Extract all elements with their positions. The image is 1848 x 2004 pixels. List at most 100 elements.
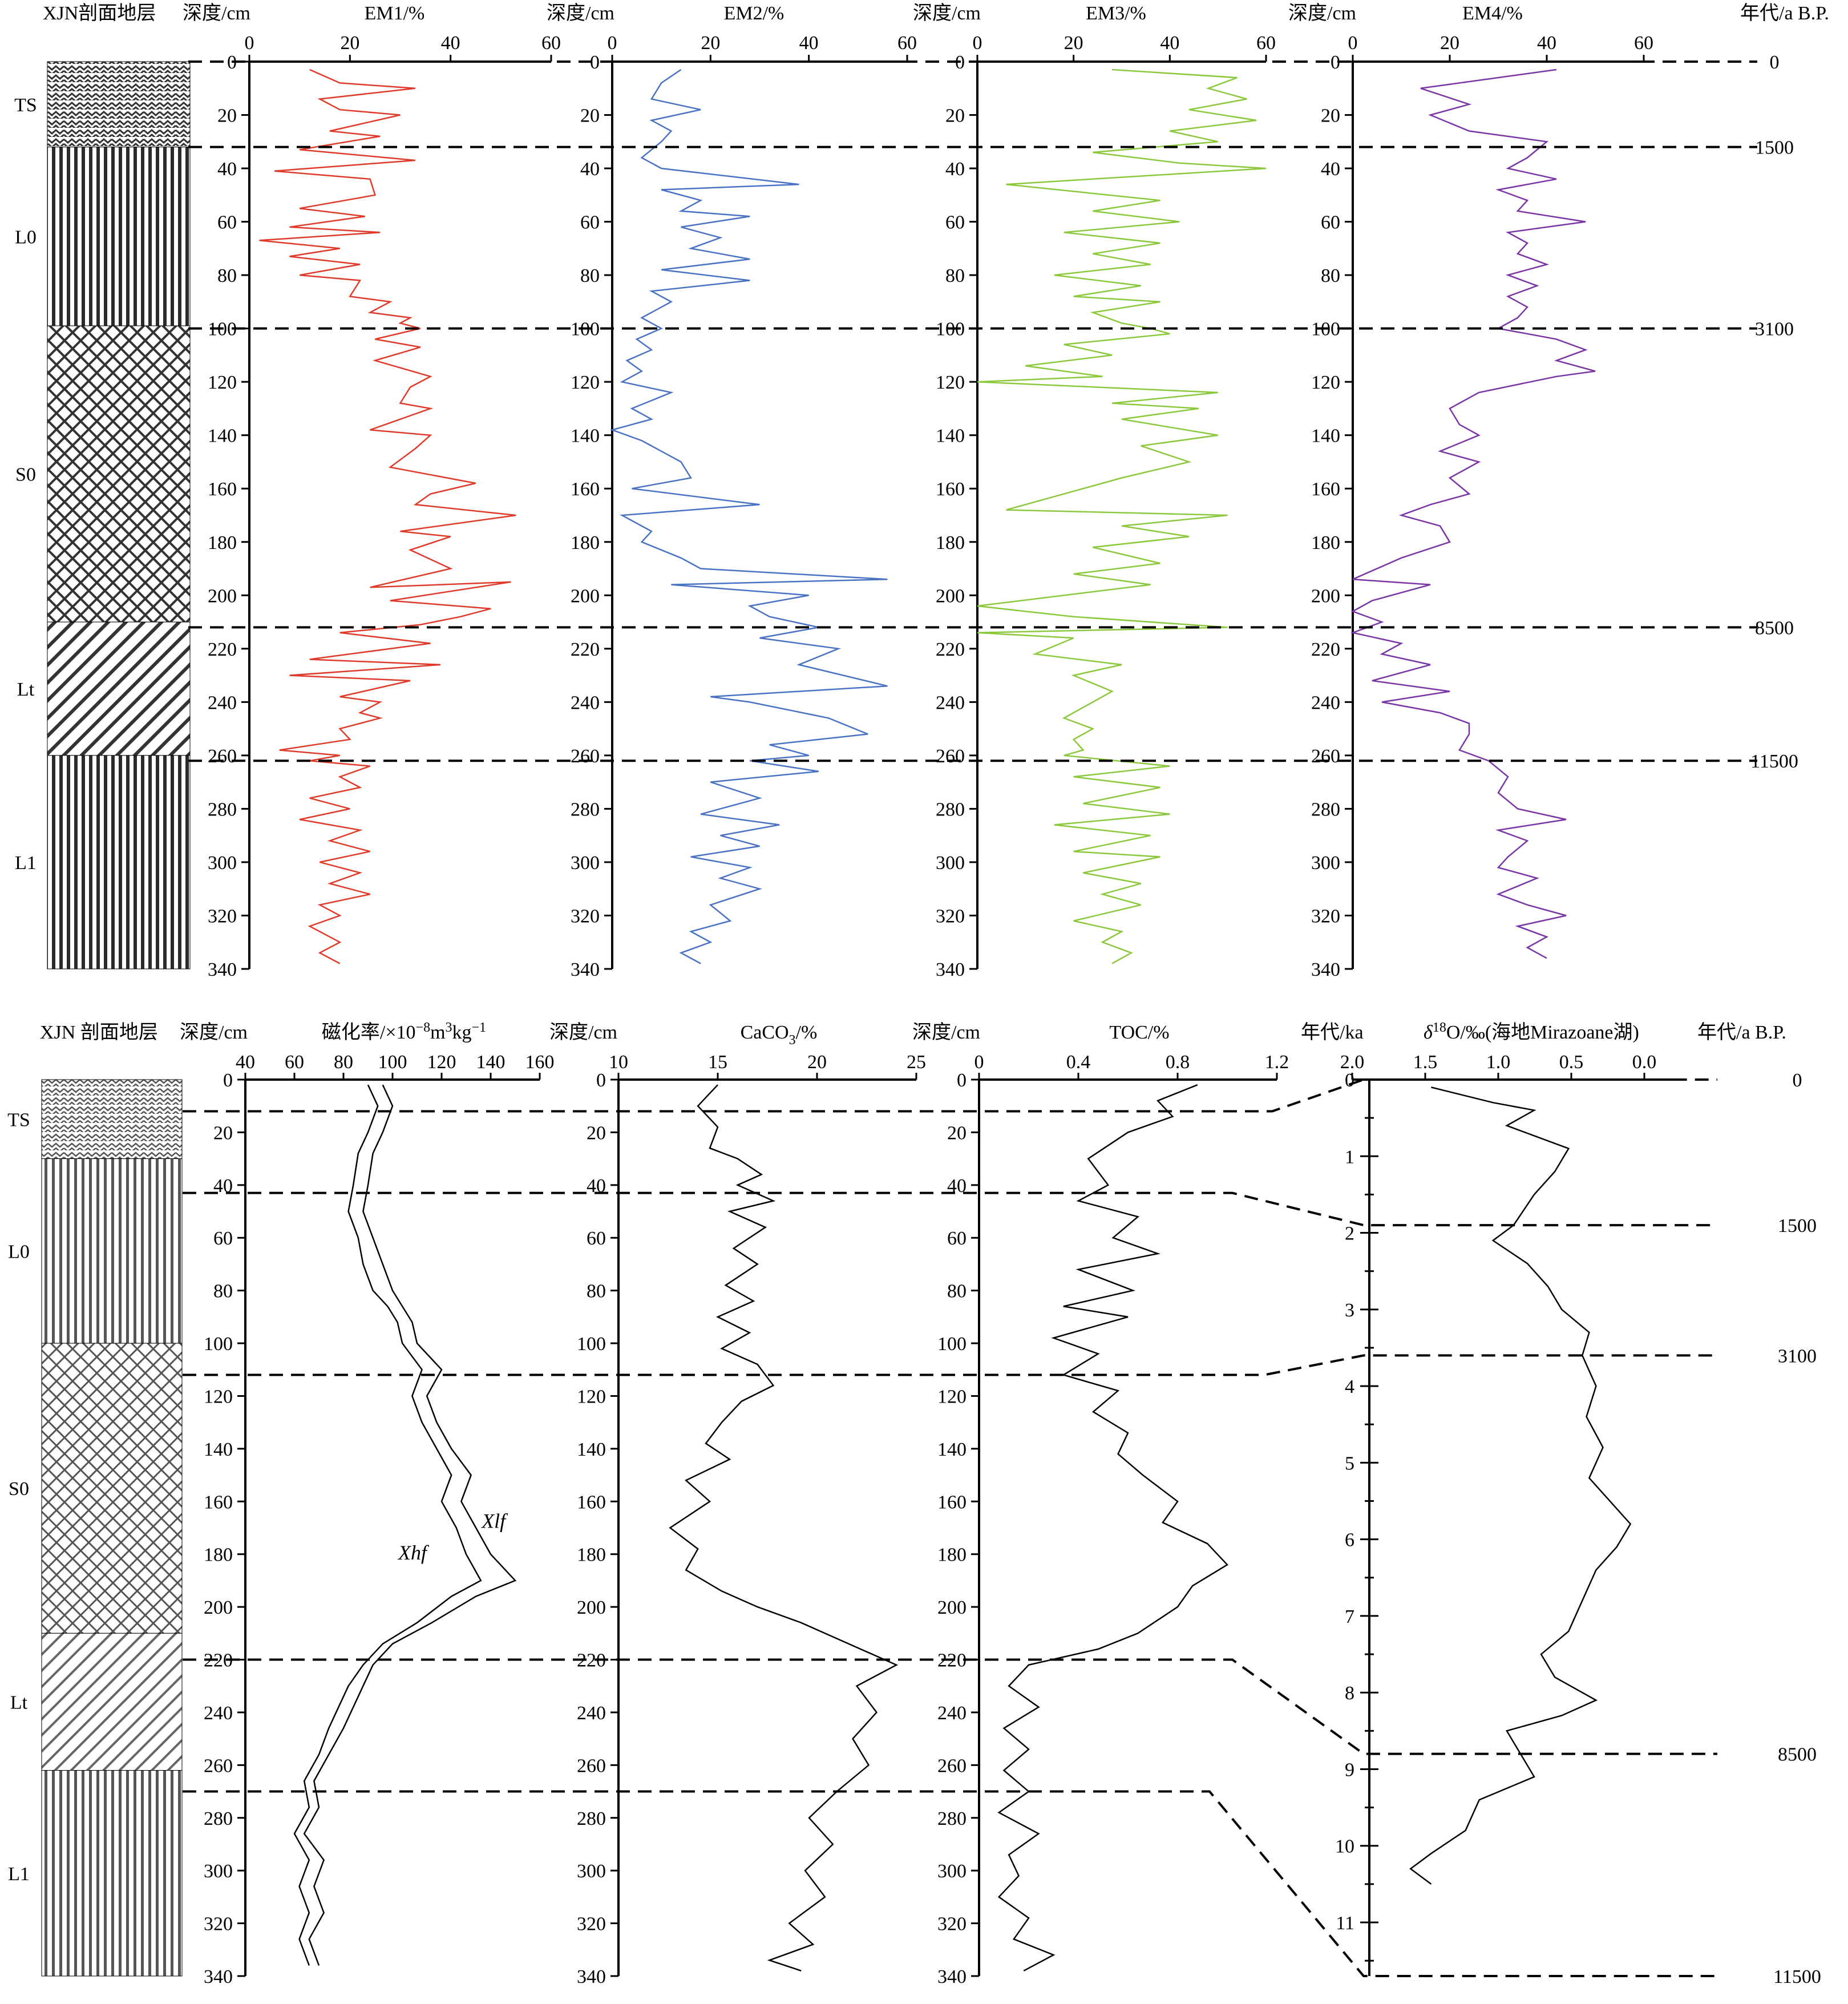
y-tick-label: 5 — [1345, 1453, 1354, 1474]
x-axis-title-sup: 18 — [1433, 1020, 1446, 1035]
top-layer-ts — [47, 61, 191, 148]
y-tick-label: 180 — [577, 1545, 606, 1566]
x-tick-label: 40 — [441, 33, 460, 54]
y-tick-label: 40 — [945, 159, 965, 180]
boundary-age-label: 11500 — [1773, 1966, 1821, 1987]
top-layer-label-lt: Lt — [17, 679, 35, 700]
x-tick-label: 60 — [285, 1052, 304, 1073]
x-tick-label: 40 — [236, 1052, 255, 1073]
y-tick-label: 3 — [1345, 1300, 1354, 1321]
x-tick-label: 0.8 — [1166, 1052, 1190, 1073]
y-tick-label: 300 — [204, 1861, 233, 1882]
boundary-age-label: 3100 — [1755, 319, 1794, 340]
x-tick-label: 40 — [1537, 33, 1556, 54]
x-tick-label: 1.2 — [1265, 1052, 1289, 1073]
top-track-4: 深度/cm EM4/%0 20 40 6002040608010012014016018… — [1288, 2, 1653, 980]
bottom-layer-label-s0: S0 — [9, 1478, 29, 1500]
x-axis-title-part: δ — [1424, 1022, 1433, 1043]
y-tick-label: 4 — [1345, 1376, 1354, 1397]
y-tick-label: 240 — [937, 1703, 967, 1724]
bottom-layer-label-lt: Lt — [10, 1692, 28, 1713]
top-track-2: 深度/cm EM2/%0 20 40 6002040608010012014016018… — [547, 2, 917, 980]
x-tick-label: 60 — [541, 33, 561, 54]
bottom-layer-label-l1: L1 — [8, 1864, 30, 1885]
x-tick-label: 10 — [609, 1052, 628, 1073]
y-tick-label: 320 — [1311, 906, 1340, 927]
depth-label: 深度/cm — [549, 1021, 617, 1043]
y-tick-label: 180 — [208, 532, 237, 553]
x-tick-label: 40 — [799, 33, 819, 54]
depth-label: 深度/cm — [180, 1021, 248, 1043]
y-tick-label: 120 — [571, 372, 600, 393]
series-line — [997, 1084, 1228, 1971]
y-tick-label: 320 — [571, 906, 600, 927]
y-tick-label: 200 — [204, 1597, 233, 1618]
y-tick-label: 8 — [1345, 1683, 1354, 1704]
y-tick-label: 7 — [1345, 1606, 1354, 1627]
x-axis-title: EM1/% — [365, 3, 425, 24]
y-tick-label: 180 — [571, 532, 600, 553]
depth-label: 深度/cm — [912, 1021, 980, 1043]
x-tick-label: 40 — [1160, 33, 1179, 54]
x-axis-title-sup: −8 — [416, 1020, 431, 1035]
boundary-age-label: 11500 — [1750, 751, 1798, 772]
y-tick-label: 60 — [580, 212, 600, 233]
series-line — [303, 1084, 517, 1966]
y-tick-label: 340 — [1311, 959, 1340, 980]
y-tick-label: 300 — [936, 852, 965, 874]
y-tick-label: 20 — [947, 1122, 967, 1144]
top-layer-label-ts: TS — [14, 95, 37, 116]
y-tick-label: 140 — [936, 426, 965, 447]
x-axis-title: 磁化率/×10−8m3kg−1 — [322, 1020, 486, 1043]
y-tick-label: 60 — [1321, 212, 1340, 233]
y-tick-label: 280 — [204, 1808, 233, 1829]
y-tick-label: 0 — [957, 1070, 967, 1091]
y-tick-label: 200 — [577, 1597, 606, 1618]
x-tick-label: 0.0 — [1632, 1052, 1657, 1073]
y-tick-label: 20 — [1321, 106, 1340, 127]
y-tick-label: 80 — [213, 1281, 233, 1302]
x-tick-label: 0 — [974, 1052, 984, 1073]
top-layer-label-l0: L0 — [15, 227, 37, 248]
boundary-age-label: 3100 — [1778, 1346, 1817, 1367]
y-tick-label: 180 — [936, 532, 965, 553]
y-tick-label: 60 — [217, 212, 237, 233]
y-tick-label: 40 — [217, 159, 237, 180]
y-tick-label: 0 — [1345, 1070, 1354, 1091]
boundary-age-label: 1500 — [1755, 138, 1794, 159]
top-panel: XJN剖面地层 TS L0 S0 Lt L1 深度/cm EM1/% 0 20 40 60 0 20 40 6… — [14, 2, 1829, 980]
y-tick-label: 280 — [937, 1808, 967, 1829]
boundary-line — [183, 1191, 1717, 1227]
boundary-line — [183, 1658, 1717, 1755]
y-tick-label: 300 — [1311, 852, 1340, 874]
y-tick-label: 80 — [587, 1281, 606, 1302]
x-tick-label: 20 — [701, 33, 720, 54]
y-tick-label: 1 — [1345, 1146, 1354, 1167]
y-tick-label: 340 — [204, 1966, 233, 1987]
x-axis-title-part: CaCO — [741, 1022, 789, 1043]
y-tick-label: 80 — [217, 265, 237, 286]
y-tick-label: 60 — [587, 1228, 606, 1249]
top-layer-l1 — [47, 755, 191, 969]
x-axis-title-sup: −1 — [472, 1020, 487, 1035]
series-annotation: Xhf — [397, 1541, 430, 1564]
y-tick-label: 80 — [580, 265, 600, 286]
y-tick-label: 140 — [577, 1439, 606, 1460]
y-tick-label: 2 — [1345, 1223, 1354, 1245]
y-tick-label: 280 — [208, 799, 237, 820]
x-tick-label: 80 — [334, 1052, 353, 1073]
y-tick-label: 340 — [577, 1966, 606, 1987]
y-tick-label: 100 — [204, 1334, 233, 1355]
y-tick-label: 120 — [1311, 372, 1340, 393]
boundary-age-label: 0 — [1793, 1070, 1802, 1091]
y-tick-label: 40 — [580, 159, 600, 180]
y-tick-label: 100 — [937, 1334, 967, 1355]
y-tick-label: 160 — [937, 1492, 967, 1513]
y-tick-label: 220 — [936, 639, 965, 660]
depth-label: 深度/cm — [183, 2, 250, 24]
boundary-line — [183, 1354, 1717, 1376]
y-tick-label: 180 — [1311, 532, 1340, 553]
y-tick-label: 40 — [1321, 159, 1340, 180]
depth-label: 深度/cm — [913, 2, 981, 24]
y-tick-label: 240 — [571, 692, 600, 713]
